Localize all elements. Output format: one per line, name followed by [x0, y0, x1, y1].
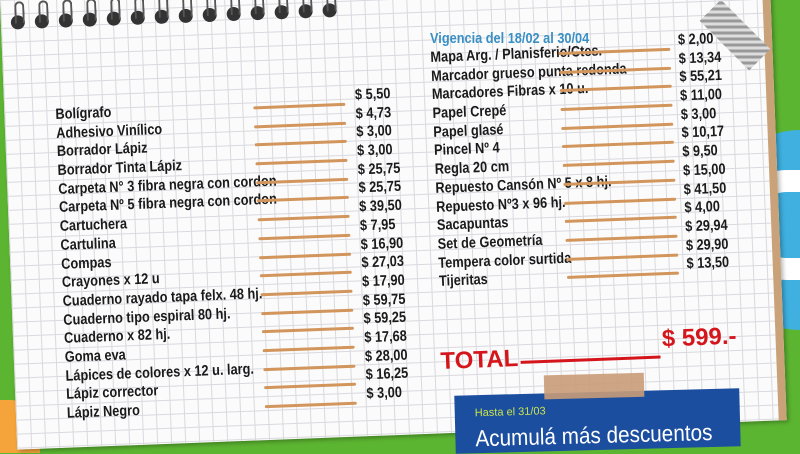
item-price: $ 28,00: [364, 346, 408, 365]
leader-line: [262, 345, 355, 353]
item-price: $ 3,00: [356, 122, 393, 141]
spiral-ring: [130, 10, 146, 25]
leader-line: [259, 252, 352, 259]
leader-line: [258, 233, 351, 241]
leader-line: [263, 364, 356, 371]
spiral-ring: [274, 4, 289, 20]
item-price: $ 4,73: [355, 103, 392, 123]
spiral-ring: [226, 6, 241, 22]
item-price: $ 25,75: [357, 159, 401, 179]
total-label: TOTAL: [440, 345, 519, 375]
leader-line: [561, 122, 674, 130]
total-value: $ 599.-: [661, 322, 737, 353]
price-list-left: Bolígrafo $ 5,50 Adhesivo Vinílico $ 4,73 Bo…: [55, 85, 408, 422]
promo-subtitle: Hasta el 31/03: [474, 405, 546, 420]
price-list-right: Mapa Arg. / Planisferio/Ctes. $ 2,00 Marca…: [430, 30, 759, 291]
leader-line: [564, 215, 677, 224]
leader-line: [261, 326, 354, 334]
item-price: $ 16,90: [360, 234, 404, 253]
leader-line: [564, 197, 677, 205]
item-price: $ 7,95: [359, 215, 396, 235]
leader-line: [260, 289, 353, 297]
tape: [543, 372, 645, 400]
item-price: $ 16,25: [365, 364, 409, 384]
item-price: $ 3,00: [356, 141, 393, 160]
item-price: $ 4,00: [684, 198, 721, 217]
leader-line: [257, 214, 350, 222]
item-price: $ 25,75: [358, 178, 402, 197]
item-price: $ 15,00: [682, 160, 726, 180]
spiral-ring: [202, 7, 217, 23]
leader-line: [566, 271, 680, 280]
leader-line: [255, 158, 348, 166]
item-price: $ 11,00: [679, 85, 723, 105]
item-price: $ 17,68: [363, 327, 408, 347]
item-price: $ 13,34: [678, 48, 722, 68]
item-price: $ 41,50: [683, 179, 727, 198]
spiral-ring: [106, 11, 122, 26]
item-price: $ 2,00: [677, 30, 714, 49]
spiral-ring: [34, 14, 50, 29]
spiral-ring: [298, 4, 313, 19]
spiral-ring: [82, 12, 98, 27]
item-price: $ 59,75: [362, 290, 406, 309]
item-price: $ 17,90: [361, 271, 405, 291]
item-price: $ 27,03: [361, 252, 405, 272]
spiral-ring: [154, 9, 170, 25]
item-price: $ 29,94: [684, 216, 728, 236]
item-price: $ 55,21: [679, 67, 723, 86]
item-price: $ 29,90: [685, 235, 729, 254]
item-price: $ 3,00: [366, 383, 403, 403]
item-price: $ 9,50: [681, 142, 719, 161]
leader-line: [254, 121, 347, 129]
item-name: Tijeritas: [438, 271, 489, 291]
promo-card: Hasta el 31/03 Acumulá más descuentos: [454, 372, 741, 454]
leader-line: [561, 141, 674, 149]
spiral-ring: [322, 3, 337, 18]
leader-line: [562, 159, 675, 168]
item-name: Lápiz Negro: [66, 401, 141, 422]
leader-line: [264, 401, 357, 409]
item-price: $ 59,25: [363, 308, 407, 328]
spiral-binding: [10, 0, 337, 40]
item-price: $ 39,50: [358, 196, 403, 216]
promo-title: Acumulá más descuentos: [475, 419, 713, 452]
leader-line: [261, 308, 354, 315]
leader-line: [264, 382, 357, 390]
leader-line: [560, 103, 673, 112]
item-price: $ 13,50: [686, 253, 730, 273]
leader-line: [253, 102, 346, 110]
spiral-ring: [178, 8, 194, 24]
leader-line: [566, 253, 679, 261]
leader-line: [565, 234, 678, 242]
spiral-ring: [250, 5, 265, 21]
item-price: $ 5,50: [354, 85, 391, 104]
spiral-ring: [58, 13, 74, 28]
spiral-ring: [10, 15, 26, 30]
leader-line: [259, 270, 352, 278]
item-price: $ 3,00: [680, 104, 717, 124]
leader-line: [254, 140, 347, 147]
item-price: $ 10,17: [681, 123, 725, 142]
validity-text: Vigencia del 18/02 al 30/04: [430, 30, 590, 47]
